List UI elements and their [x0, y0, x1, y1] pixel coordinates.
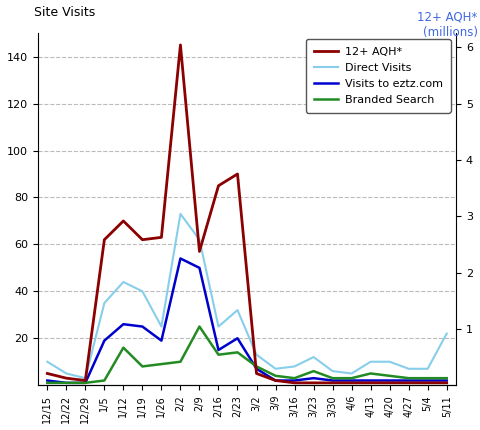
Direct Visits — [292, 364, 298, 369]
Visits to eztz.com — [387, 378, 393, 383]
Branded Search — [311, 369, 316, 374]
12+ AQH* — [368, 380, 373, 385]
Visits to eztz.com — [197, 265, 203, 270]
Visits to eztz.com — [120, 322, 126, 327]
Direct Visits — [273, 366, 278, 372]
12+ AQH* — [216, 183, 221, 188]
Branded Search — [63, 380, 69, 385]
12+ AQH* — [273, 378, 278, 383]
Visits to eztz.com — [406, 378, 411, 383]
Visits to eztz.com — [158, 338, 164, 343]
Branded Search — [197, 324, 203, 329]
Branded Search — [120, 345, 126, 350]
Visits to eztz.com — [140, 324, 145, 329]
Direct Visits — [311, 354, 316, 359]
Branded Search — [425, 375, 431, 381]
Visits to eztz.com — [444, 378, 450, 383]
Visits to eztz.com — [83, 380, 88, 385]
12+ AQH* — [83, 378, 88, 383]
Direct Visits — [368, 359, 373, 364]
Branded Search — [253, 364, 259, 369]
Branded Search — [368, 371, 373, 376]
Visits to eztz.com — [45, 378, 50, 383]
12+ AQH* — [349, 380, 355, 385]
Branded Search — [101, 378, 107, 383]
Direct Visits — [101, 301, 107, 306]
Visits to eztz.com — [368, 378, 373, 383]
Visits to eztz.com — [330, 378, 336, 383]
12+ AQH* — [178, 42, 183, 47]
12+ AQH* — [140, 237, 145, 242]
Branded Search — [273, 373, 278, 378]
12+ AQH* — [406, 380, 411, 385]
Direct Visits — [349, 371, 355, 376]
Line: 12+ AQH*: 12+ AQH* — [48, 45, 447, 383]
Branded Search — [387, 373, 393, 378]
Line: Direct Visits: Direct Visits — [48, 214, 447, 378]
Branded Search — [349, 375, 355, 381]
Visits to eztz.com — [349, 378, 355, 383]
Visits to eztz.com — [216, 347, 221, 353]
Text: 12+ AQH*
(millions): 12+ AQH* (millions) — [417, 11, 478, 39]
Text: Site Visits: Site Visits — [34, 6, 95, 19]
Direct Visits — [406, 366, 411, 372]
Branded Search — [330, 375, 336, 381]
12+ AQH* — [292, 380, 298, 385]
Branded Search — [45, 380, 50, 385]
12+ AQH* — [330, 380, 336, 385]
Direct Visits — [158, 324, 164, 329]
12+ AQH* — [45, 371, 50, 376]
Visits to eztz.com — [292, 378, 298, 383]
Direct Visits — [63, 371, 69, 376]
12+ AQH* — [235, 172, 240, 177]
Branded Search — [178, 359, 183, 364]
12+ AQH* — [63, 375, 69, 381]
Visits to eztz.com — [425, 378, 431, 383]
Direct Visits — [235, 307, 240, 313]
Branded Search — [292, 375, 298, 381]
12+ AQH* — [311, 380, 316, 385]
12+ AQH* — [444, 380, 450, 385]
Direct Visits — [197, 237, 203, 242]
Direct Visits — [140, 289, 145, 294]
Visits to eztz.com — [311, 375, 316, 381]
Direct Visits — [444, 331, 450, 336]
12+ AQH* — [197, 249, 203, 254]
Branded Search — [235, 350, 240, 355]
12+ AQH* — [158, 235, 164, 240]
Branded Search — [83, 380, 88, 385]
Visits to eztz.com — [253, 366, 259, 372]
Visits to eztz.com — [101, 338, 107, 343]
12+ AQH* — [425, 380, 431, 385]
Direct Visits — [387, 359, 393, 364]
Branded Search — [216, 352, 221, 357]
Visits to eztz.com — [178, 256, 183, 261]
Direct Visits — [425, 366, 431, 372]
12+ AQH* — [387, 380, 393, 385]
Line: Visits to eztz.com: Visits to eztz.com — [48, 258, 447, 383]
Direct Visits — [330, 369, 336, 374]
Legend: 12+ AQH*, Direct Visits, Visits to eztz.com, Branded Search: 12+ AQH*, Direct Visits, Visits to eztz.… — [306, 39, 451, 113]
12+ AQH* — [101, 237, 107, 242]
Direct Visits — [83, 375, 88, 381]
Visits to eztz.com — [273, 378, 278, 383]
Line: Branded Search: Branded Search — [48, 326, 447, 383]
Direct Visits — [178, 211, 183, 216]
Direct Visits — [45, 359, 50, 364]
12+ AQH* — [253, 371, 259, 376]
Visits to eztz.com — [63, 380, 69, 385]
Branded Search — [406, 375, 411, 381]
Direct Visits — [253, 352, 259, 357]
Direct Visits — [216, 324, 221, 329]
Branded Search — [158, 362, 164, 367]
Branded Search — [140, 364, 145, 369]
Branded Search — [444, 375, 450, 381]
Visits to eztz.com — [235, 336, 240, 341]
Direct Visits — [120, 280, 126, 285]
12+ AQH* — [120, 218, 126, 224]
